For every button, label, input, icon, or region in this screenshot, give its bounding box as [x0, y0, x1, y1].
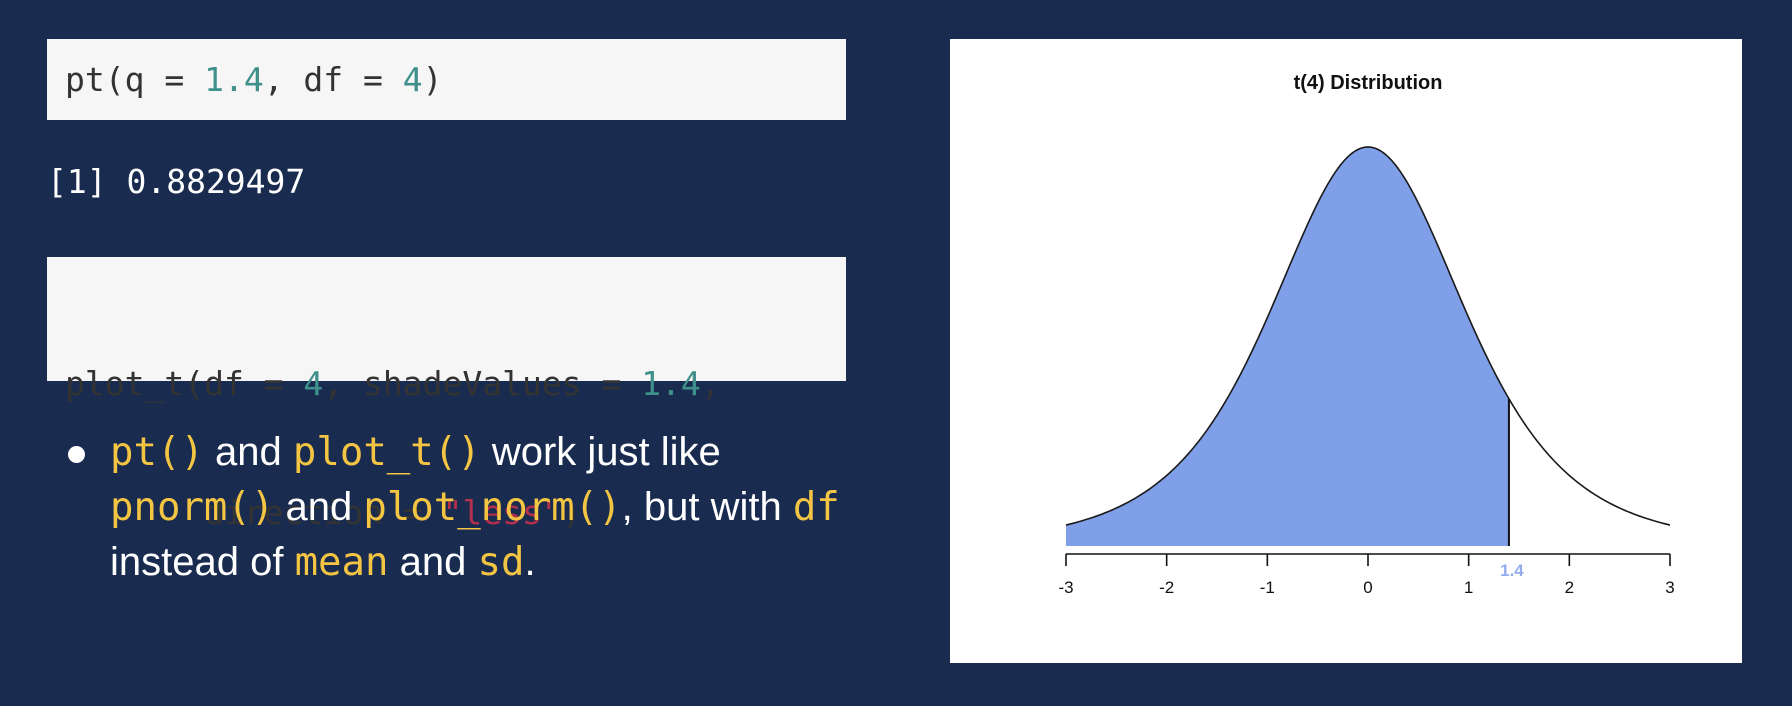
code-line-2: direction = "less")	[65, 491, 846, 534]
bullet-text-run: and	[388, 540, 478, 584]
plot-panel: t(4) Distribution -3 -2 -1 0 1 2 3 1.4	[950, 39, 1742, 663]
chart-title: t(4) Distribution	[1294, 72, 1443, 94]
bullet-text-run: work just like	[480, 430, 721, 474]
code-block-pt: pt(q = 1.4, df = 4)	[47, 39, 846, 120]
code2-token-code: plot_t(df =	[65, 364, 304, 403]
x-tick-label: -2	[1159, 578, 1174, 597]
bullet-text-run: .	[524, 540, 536, 584]
shaded-area	[1066, 147, 1509, 546]
t-distribution-plot: t(4) Distribution -3 -2 -1 0 1 2 3 1.4	[1058, 72, 1675, 597]
code1-token-code: pt(q =	[65, 60, 205, 99]
inline-code: pt()	[110, 430, 204, 475]
inline-code: plot_norm()	[363, 485, 622, 530]
code1-token-number: 4	[402, 60, 423, 99]
x-tick-label: -3	[1058, 578, 1073, 597]
x-tick-label: -1	[1260, 578, 1275, 597]
bullet-text: pt() and plot_t() work just like pnorm()…	[110, 430, 840, 585]
code1-token-code: , df =	[263, 60, 403, 99]
density-curve	[1065, 146, 1671, 526]
bullet-text-run: and	[203, 430, 293, 474]
x-tick-label: 1	[1464, 578, 1473, 597]
code2-token-code: ,	[700, 364, 721, 403]
console-output: [1] 0.8829497	[47, 162, 306, 201]
bullet-text-run: and	[274, 485, 364, 529]
x-tick-label: 3	[1665, 578, 1674, 597]
code2-token-number: 1.4	[641, 364, 701, 403]
x-tick-label: 0	[1363, 578, 1372, 597]
code1-token-code: )	[422, 60, 443, 99]
code2-token-code: )	[561, 493, 582, 532]
code2-token-code: , shadeValues =	[323, 364, 642, 403]
bullet-list: pt() and plot_t() work just like pnorm()…	[64, 425, 864, 590]
inline-code: pnorm()	[110, 485, 275, 530]
x-tick-label: 2	[1565, 578, 1574, 597]
code2-token-code: direction =	[65, 493, 443, 532]
code2-token-string: "less"	[442, 493, 562, 532]
inline-code: plot_t()	[292, 430, 481, 475]
inline-code: sd	[477, 540, 525, 585]
shade-value-label: 1.4	[1500, 561, 1524, 580]
code2-token-number: 4	[303, 364, 324, 403]
inline-code: df	[792, 485, 840, 530]
bullet-text-run: , but with	[621, 485, 793, 529]
inline-code: mean	[294, 540, 389, 585]
code1-token-number: 1.4	[204, 60, 264, 99]
x-axis-ticks: -3 -2 -1 0 1 2 3	[1058, 554, 1675, 597]
bullet-dot-icon	[68, 446, 85, 463]
bullet-item: pt() and plot_t() work just like pnorm()…	[64, 425, 864, 590]
code-block-plot-t: plot_t(df = 4, shadeValues = 1.4, direct…	[47, 257, 846, 532]
bullet-text-run: instead of	[110, 540, 295, 584]
code-line-1: plot_t(df = 4, shadeValues = 1.4,	[65, 362, 846, 405]
